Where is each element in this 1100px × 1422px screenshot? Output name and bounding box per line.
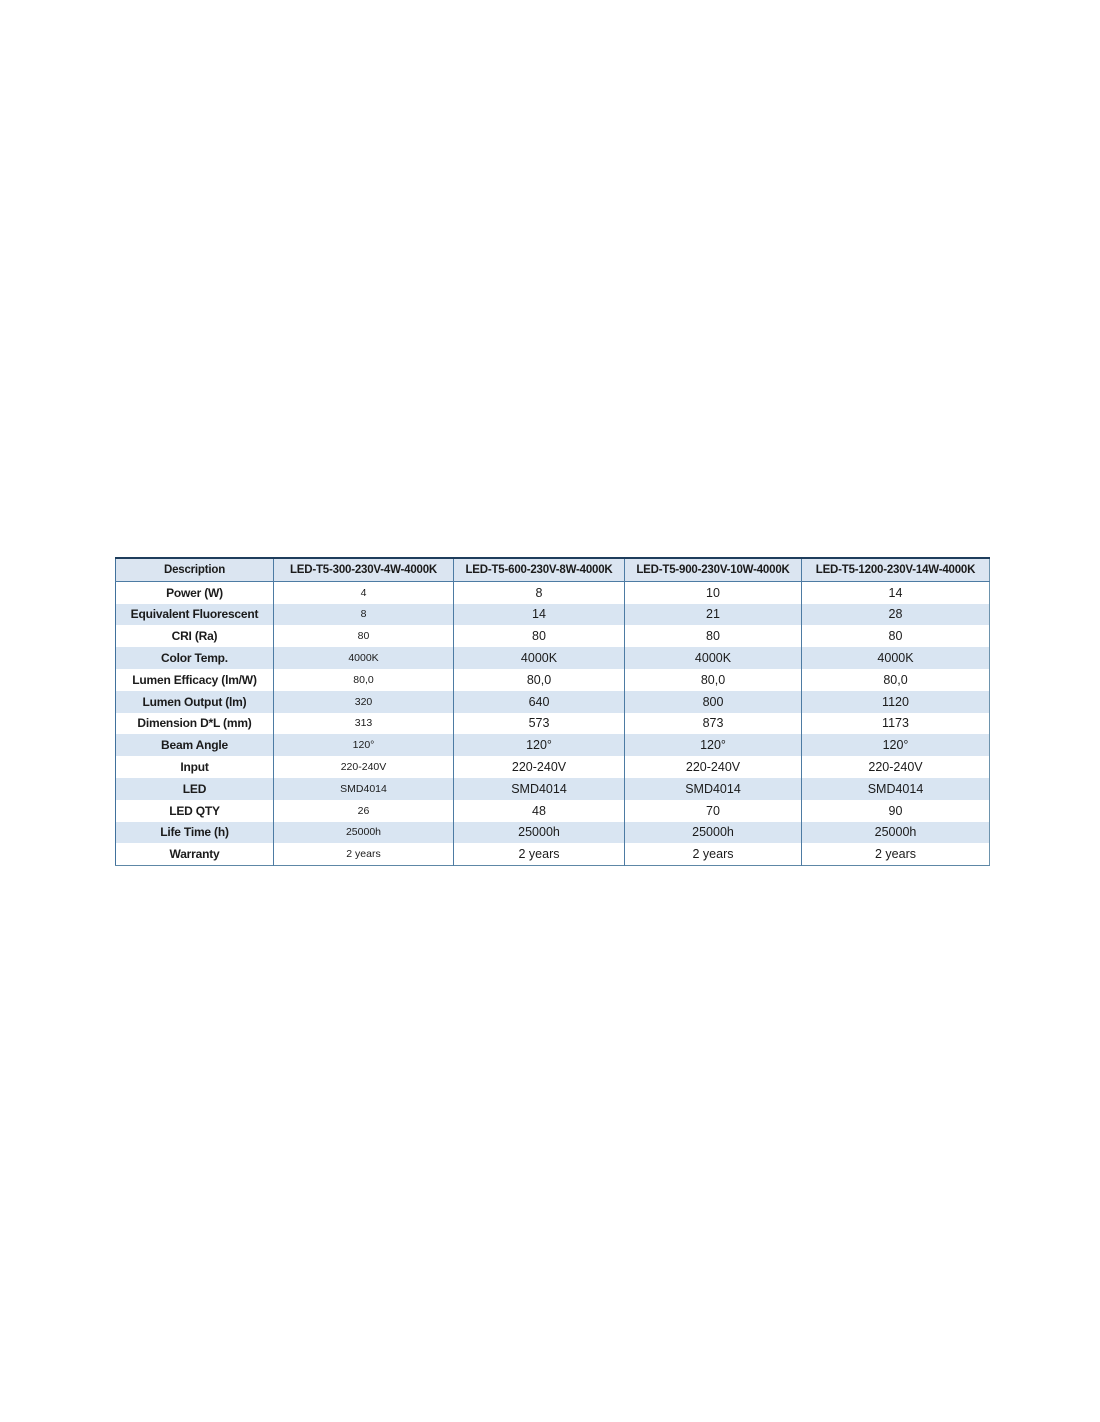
spec-value: 80,0 [273, 668, 454, 691]
spec-value: 80,0 [453, 668, 625, 691]
row-label: Input [180, 760, 209, 775]
row-label: Equivalent Fluorescent [130, 607, 259, 622]
row-label: Lumen Output (lm) [142, 694, 247, 709]
table-row-equivalent-fluorescent: Equivalent Fluorescent 8 14 21 28 [115, 603, 990, 626]
table-row-life-time: Life Time (h) 25000h 25000h 25000h 25000… [115, 821, 990, 844]
spec-value: 70 [624, 799, 802, 822]
spec-value: 220-240V [801, 756, 990, 778]
spec-value: 120° [624, 734, 802, 757]
spec-value: 25000h [453, 821, 625, 844]
spec-value: 2 years [453, 843, 625, 866]
table-row-dimension: Dimension D*L (mm) 313 573 873 1173 [116, 712, 990, 735]
spec-value: 4000K [453, 647, 625, 669]
spec-value: 313 [273, 712, 454, 735]
description-header: Description [115, 558, 274, 582]
spec-value: 220-240V [453, 756, 625, 778]
spec-value: 4000K [273, 647, 454, 669]
spec-value: 80 [273, 625, 454, 648]
spec-value: 80,0 [624, 668, 802, 691]
row-label: Dimension D*L (mm) [137, 716, 252, 731]
spec-value: SMD4014 [624, 777, 802, 800]
spec-value: 8 [453, 581, 625, 604]
column-header-model-3: LED-T5-900-230V-10W-4000K [624, 558, 802, 582]
spec-value: 220-240V [624, 756, 802, 778]
spec-value: SMD4014 [273, 777, 454, 800]
column-header-model-4: LED-T5-1200-230V-14W-4000K [801, 558, 990, 582]
spec-value: SMD4014 [453, 777, 625, 800]
spec-value: 80 [624, 625, 802, 648]
table-row-cri: CRI (Ra) 80 80 80 80 [116, 625, 990, 648]
table-row-beam-angle: Beam Angle 120° 120° 120° 120° [115, 734, 990, 757]
spec-value: 640 [453, 690, 625, 713]
spec-value: 26 [273, 799, 454, 822]
spec-value: 2 years [624, 843, 802, 866]
spec-value: 1173 [801, 712, 990, 735]
table-row-led: LED SMD4014 SMD4014 SMD4014 SMD4014 [115, 777, 990, 800]
spec-value: 320 [273, 690, 454, 713]
table-row-lumen-output: Lumen Output (lm) 320 640 800 1120 [115, 690, 990, 713]
column-header-model-1: LED-T5-300-230V-4W-4000K [273, 558, 454, 582]
spec-value: 80 [453, 625, 625, 648]
row-label: Beam Angle [161, 738, 228, 753]
spec-value: 80 [801, 625, 990, 648]
spec-value: SMD4014 [801, 777, 990, 800]
spec-value: 14 [801, 581, 990, 604]
spec-value: 4000K [624, 647, 802, 669]
table-row-power: Power (W) 4 8 10 14 [116, 581, 990, 604]
header-row: Description LED-T5-300-230V-4W-4000K LED… [115, 558, 990, 582]
spec-value: 90 [801, 799, 990, 822]
spec-value: 220-240V [273, 756, 454, 778]
row-label: Lumen Efficacy (lm/W) [132, 672, 257, 687]
row-label: Color Temp. [161, 651, 228, 666]
table-row-input: Input 220-240V 220-240V 220-240V 220-240… [116, 756, 990, 778]
column-header-model-2: LED-T5-600-230V-8W-4000K [453, 558, 625, 582]
spec-value: 4000K [801, 647, 990, 669]
spec-table: Description LED-T5-300-230V-4W-4000K LED… [115, 557, 990, 867]
table-row-color-temp: Color Temp. 4000K 4000K 4000K 4000K [115, 647, 990, 669]
row-label: Power (W) [166, 585, 223, 600]
row-label: CRI (Ra) [171, 629, 218, 644]
spec-value: 120° [801, 734, 990, 757]
row-label: LED QTY [169, 803, 220, 818]
row-label: LED [182, 781, 207, 796]
spec-value: 25000h [273, 821, 454, 844]
spec-value: 1120 [801, 690, 990, 713]
table-row-led-qty: LED QTY 26 48 70 90 [116, 799, 990, 822]
spec-value: 4 [273, 581, 454, 604]
spec-value: 8 [273, 603, 454, 626]
spec-value: 48 [453, 799, 625, 822]
spec-value: 120° [453, 734, 625, 757]
row-label: Life Time (h) [160, 825, 229, 840]
spec-value: 2 years [273, 843, 454, 866]
spec-value: 873 [624, 712, 802, 735]
spec-value: 21 [624, 603, 802, 626]
spec-value: 573 [453, 712, 625, 735]
spec-value: 28 [801, 603, 990, 626]
spec-value: 25000h [801, 821, 990, 844]
spec-value: 10 [624, 581, 802, 604]
spec-table-container: Description LED-T5-300-230V-4W-4000K LED… [115, 557, 990, 867]
row-label: Warranty [169, 847, 220, 862]
spec-value: 800 [624, 690, 802, 713]
spec-value: 25000h [624, 821, 802, 844]
table-row-lumen-efficacy: Lumen Efficacy (lm/W) 80,0 80,0 80,0 80,… [116, 668, 990, 691]
spec-value: 120° [273, 734, 454, 757]
spec-value: 2 years [801, 843, 990, 866]
spec-value: 80,0 [801, 668, 990, 691]
spec-value: 14 [453, 603, 625, 626]
table-row-warranty: Warranty 2 years 2 years 2 years 2 years [116, 843, 990, 866]
